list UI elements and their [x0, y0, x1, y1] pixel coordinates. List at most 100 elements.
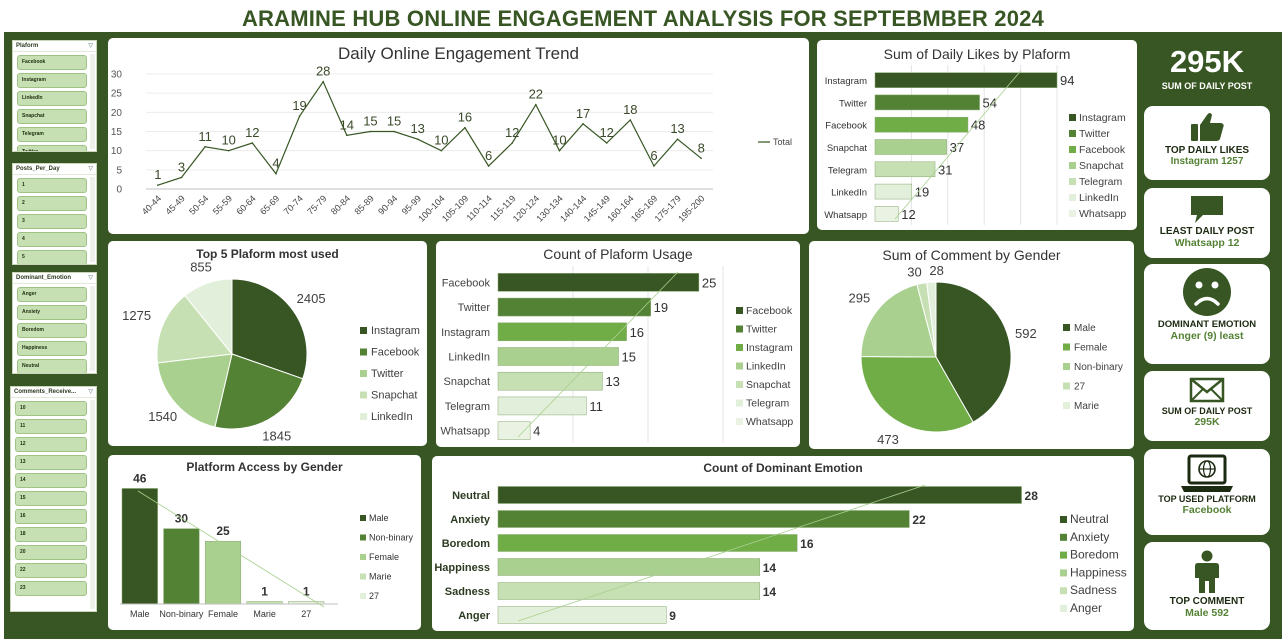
slicer-platform[interactable]: Plaform ▽ Facebook Instagram LinkedIn Snapcha… [12, 40, 97, 152]
slicer-item[interactable]: Instagram [17, 73, 87, 88]
data-label: 592 [1015, 326, 1037, 341]
slicer-scrollbar[interactable] [90, 400, 95, 609]
kpi-sum-post-value: 295K [1194, 416, 1220, 428]
slicer-item[interactable]: LinkedIn [17, 91, 87, 106]
slicer-item[interactable]: 23 [15, 581, 87, 596]
slicer-item[interactable]: Telegram [17, 127, 87, 142]
legend-label: LinkedIn [1079, 192, 1119, 204]
slicer-item[interactable]: Neutral [17, 359, 87, 373]
slicer-item[interactable]: 4 [17, 232, 87, 247]
data-label: 19 [915, 185, 929, 200]
filter-clear-icon[interactable]: ▽ [88, 43, 93, 49]
slicer-item[interactable]: 11 [15, 419, 87, 434]
data-label: 37 [950, 140, 964, 155]
category-label: LinkedIn [448, 352, 490, 364]
pie-slice [231, 278, 308, 380]
data-point [275, 172, 277, 175]
y-tick-label: 10 [111, 146, 123, 157]
bar [874, 94, 980, 111]
legend-swatch [736, 399, 743, 407]
slicer-item[interactable]: Facebook [17, 55, 87, 70]
data-label: 14 [340, 117, 354, 132]
slicer-scrollbar[interactable] [90, 177, 95, 262]
data-label: 10 [552, 133, 566, 148]
x-tick-label: 75-79 [305, 193, 328, 216]
category-label: Neutral [452, 490, 490, 502]
legend-label: Male [1074, 323, 1096, 334]
slicer-item[interactable]: 18 [15, 527, 87, 542]
filter-clear-icon[interactable]: ▽ [88, 389, 93, 395]
data-label: 28 [1025, 489, 1039, 503]
bar [204, 540, 242, 605]
slicer-item[interactable]: 1 [17, 178, 87, 193]
legend-swatch [360, 554, 366, 560]
bar [497, 510, 910, 528]
slicer-item[interactable]: Anger [17, 287, 87, 302]
legend-swatch [1060, 533, 1067, 541]
slicer-item[interactable]: 16 [15, 509, 87, 524]
data-label: 1 [261, 584, 268, 598]
slicer-item[interactable]: 2 [17, 196, 87, 211]
slicer-item[interactable]: Anxiety [17, 305, 87, 320]
kpi-top-likes-value: Instagram 1257 [1170, 156, 1244, 167]
kpi-top-likes-label: TOP DAILY LIKES [1164, 145, 1250, 156]
filter-clear-icon[interactable]: ▽ [88, 275, 93, 281]
slicer-item[interactable]: 3 [17, 214, 87, 229]
slicer-item[interactable]: Twitter [17, 145, 87, 151]
usage-chart: Facebook 25 Twitter 19 Instagram 16 LinkedIn 15… [440, 266, 793, 443]
legend-label: Boredom [1070, 548, 1119, 562]
x-tick-label: 55-59 [211, 193, 234, 216]
slicer-comments-received[interactable]: Comments_Receive... ▽ 10 11 12 13 14 15 16 18 20 22… [10, 386, 97, 612]
legend-label: Instagram [371, 325, 420, 337]
legend-label: Whatsapp [1079, 208, 1126, 220]
category-label: Instagram [825, 76, 867, 87]
data-label: 15 [363, 114, 377, 129]
slicer-item[interactable]: 15 [15, 491, 87, 506]
bar [497, 582, 761, 600]
legend-label: Instagram [746, 342, 793, 354]
slicer-item[interactable]: 22 [15, 563, 87, 578]
category-label: Facebook [825, 121, 867, 132]
data-label: 4 [272, 156, 279, 171]
kpi-top-platform-label: TOP USED PLATFORM [1158, 494, 1256, 504]
y-tick-label: 30 [111, 70, 123, 81]
category-label: Anger [458, 610, 491, 622]
legend-label: Female [369, 552, 399, 562]
data-label: 2405 [297, 291, 326, 306]
slicer-item[interactable]: 20 [15, 545, 87, 560]
data-label: 12 [505, 125, 519, 140]
legend-swatch [1060, 551, 1067, 559]
data-label: 1845 [262, 429, 291, 444]
slicer-scrollbar[interactable] [90, 54, 95, 149]
slicer-item[interactable]: 14 [15, 473, 87, 488]
slicer-posts-per-day[interactable]: Posts_Per_Day ▽ 1 2 3 4 5 [12, 163, 97, 265]
kpi-top-comment-label: TOP COMMENT [1169, 596, 1245, 607]
filter-clear-icon[interactable]: ▽ [88, 166, 93, 172]
legend-label: Twitter [1079, 128, 1110, 140]
slicer-header: Posts_Per_Day ▽ [13, 164, 96, 175]
data-label: 4 [533, 424, 540, 439]
slicer-dominant-emotion[interactable]: Dominant_Emotion ▽ Anger Anxiety Boredom Happ… [12, 272, 97, 374]
trend-title: Daily Online Engagement Trend [338, 44, 579, 63]
slicer-item[interactable]: 12 [15, 437, 87, 452]
gender-chart: 592 473 295 30 28 Male Female Non-binary 27 Marie [849, 263, 1123, 447]
category-label: Whatsapp [440, 426, 490, 438]
slicer-item[interactable]: Snapchat [17, 109, 87, 124]
slicer-item[interactable]: Boredom [17, 323, 87, 338]
slicer-scrollbar[interactable] [90, 286, 95, 371]
data-point [629, 119, 632, 121]
bar [497, 371, 603, 391]
data-label: 10 [221, 133, 235, 148]
slicer-item[interactable]: 5 [17, 250, 87, 264]
legend-swatch [360, 515, 366, 521]
legend-swatch [1063, 363, 1070, 370]
slicer-item[interactable]: Happiness [17, 341, 87, 356]
legend-swatch [360, 370, 367, 377]
data-label: 9 [669, 609, 676, 623]
legend-swatch [736, 307, 743, 314]
slicer-item[interactable]: 10 [15, 401, 87, 416]
pie-top5-chart: 2405 1845 1540 1275 855 Instagram Facebook Twit… [122, 259, 420, 444]
data-point [700, 157, 702, 160]
slicer-item[interactable]: 13 [15, 455, 87, 470]
data-point [605, 142, 608, 144]
